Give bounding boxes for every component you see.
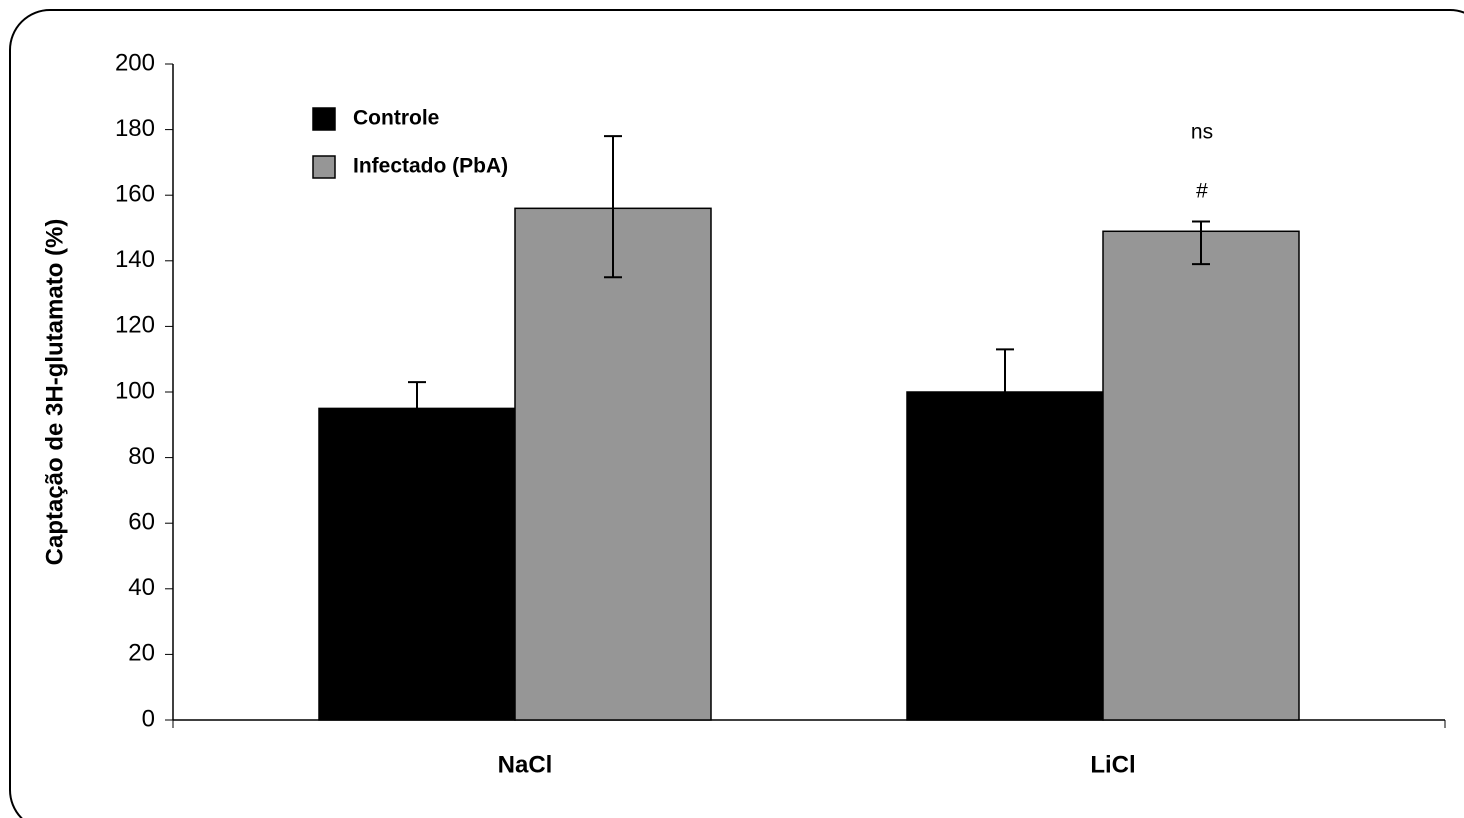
y-tick-label: 20: [128, 640, 155, 667]
y-tick-label: 200: [115, 49, 155, 76]
y-tick-label: 140: [115, 246, 155, 273]
legend-label: Controle: [353, 107, 439, 130]
annotation: ns: [1191, 121, 1213, 144]
y-tick-label: 160: [115, 181, 155, 208]
y-tick-label: 100: [115, 377, 155, 404]
y-tick-label: 80: [128, 443, 155, 470]
legend-label: Infectado (PbA): [353, 155, 508, 178]
bar: [906, 391, 1104, 721]
annotation: #: [1196, 180, 1208, 203]
y-tick-label: 60: [128, 509, 155, 536]
x-tick-label: LiCl: [1090, 751, 1135, 778]
y-tick-label: 0: [142, 705, 155, 732]
bar: [1102, 230, 1300, 721]
legend-swatch: [312, 107, 336, 131]
bar: [318, 407, 516, 721]
y-axis-label: Captação de 3H-glutamato (%): [41, 219, 68, 566]
y-tick-label: 120: [115, 312, 155, 339]
x-tick-label: NaCl: [498, 751, 553, 778]
bar: [514, 207, 712, 721]
legend-swatch: [312, 155, 336, 179]
y-tick-label: 40: [128, 574, 155, 601]
y-tick-label: 180: [115, 115, 155, 142]
